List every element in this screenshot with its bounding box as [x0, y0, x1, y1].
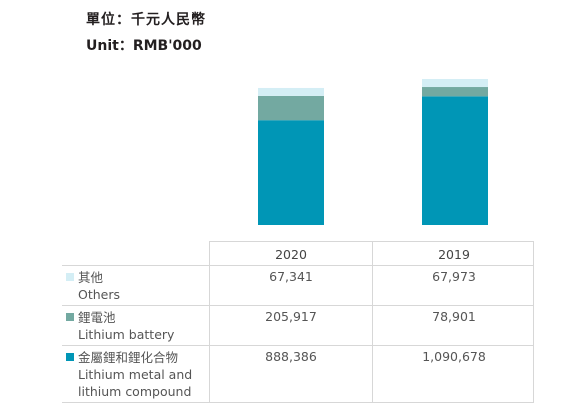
lithium-battery-value-2020: 205,917 — [265, 309, 317, 324]
lithium-metal-swatch — [66, 353, 74, 361]
lithium-metal-label-en: Lithium metal and lithium compound — [78, 367, 193, 399]
bar-lithium-metal-2020 — [258, 120, 324, 225]
unit-label-english: Unit：RMB'000 — [86, 38, 202, 54]
bar-lithium-battery-2020 — [258, 95, 324, 121]
row-label-lithium-battery: 鋰電池 Lithium battery — [66, 309, 174, 343]
lithium-metal-label-cn: 金屬鋰和鋰化合物 — [78, 350, 179, 365]
unit-label-chinese: 單位：千元人民幣 — [86, 12, 206, 28]
lithium-metal-value-2019: 1,090,678 — [422, 349, 486, 364]
column-header-2020: 2020 — [275, 247, 307, 262]
others-label-en: Others — [78, 287, 121, 302]
others-swatch — [66, 273, 74, 281]
lithium-battery-value-2019: 78,901 — [432, 309, 476, 324]
data-table: 2020 2019 其他 Others 67,341 67,973 鋰電池 Li… — [62, 241, 534, 403]
others-label-cn: 其他 — [78, 270, 104, 285]
row-label-others: 其他 Others — [66, 269, 120, 303]
lithium-battery-label-cn: 鋰電池 — [78, 310, 116, 325]
stacked-bar-chart — [258, 79, 488, 225]
lithium-battery-swatch — [66, 313, 74, 321]
bar-lithium-metal-2019 — [422, 96, 488, 225]
column-header-2019: 2019 — [438, 247, 470, 262]
others-value-2020: 67,341 — [269, 269, 313, 284]
others-value-2019: 67,973 — [432, 269, 476, 284]
lithium-battery-label-en: Lithium battery — [78, 327, 175, 342]
row-label-lithium-metal: 金屬鋰和鋰化合物 Lithium metal and lithium compo… — [66, 349, 192, 400]
lithium-metal-value-2020: 888,386 — [265, 349, 317, 364]
bar-lithium-battery-2019 — [422, 87, 488, 97]
bar-others-2019 — [422, 79, 488, 88]
bar-others-2020 — [258, 87, 324, 96]
